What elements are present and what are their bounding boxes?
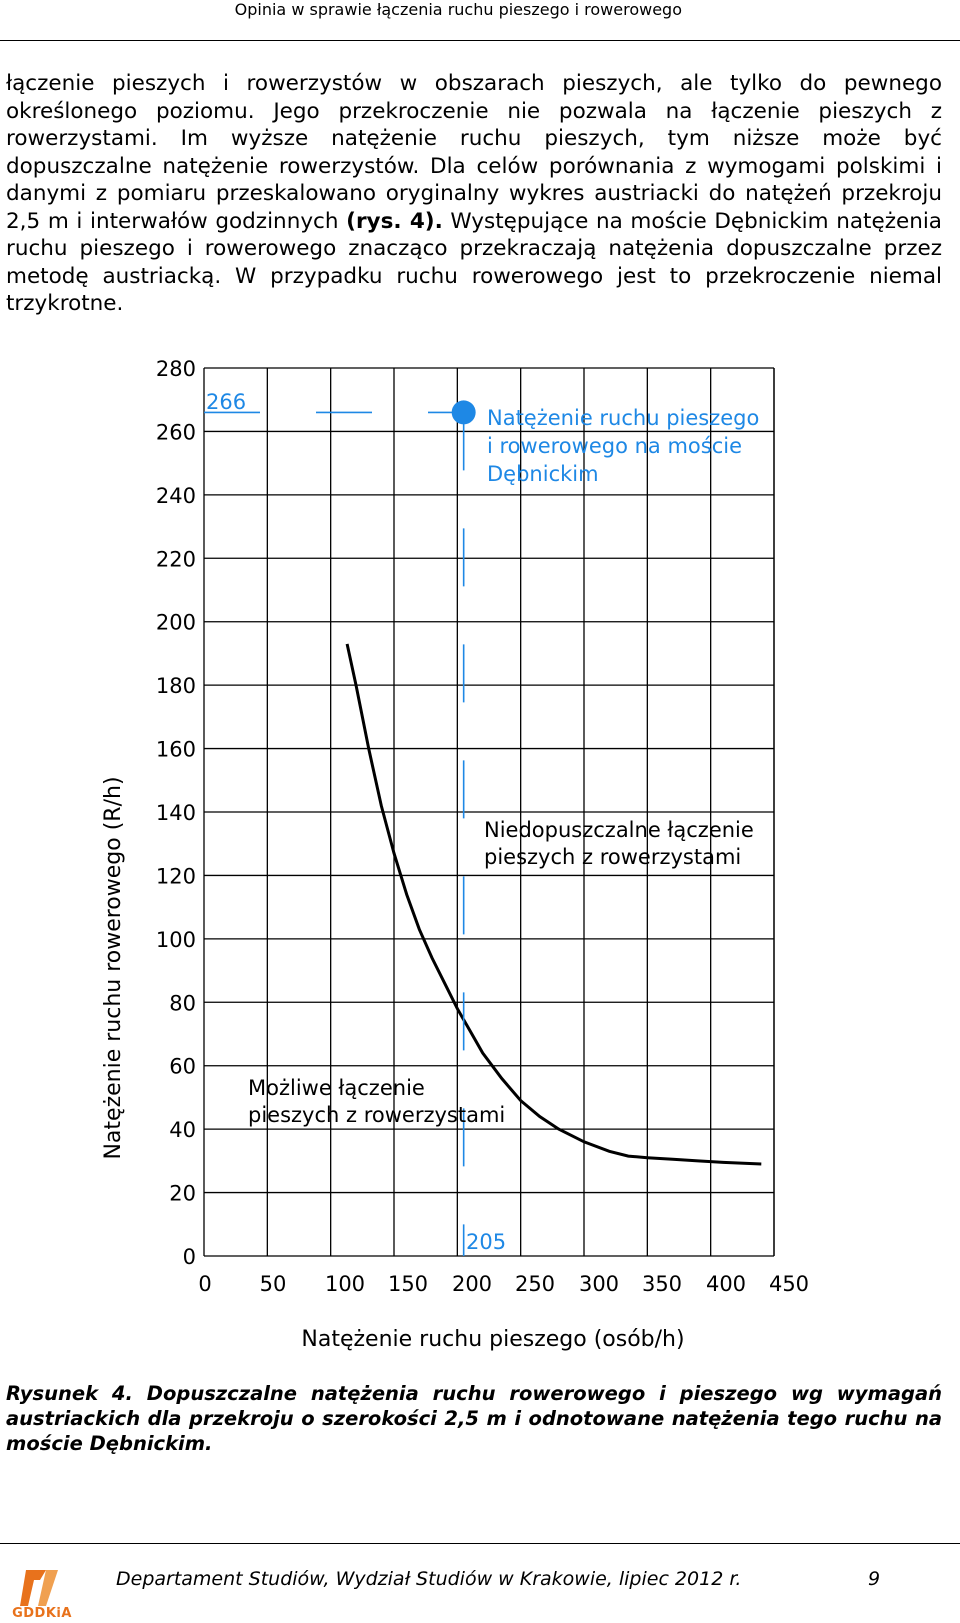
y-tick-label: 0 <box>183 1245 196 1269</box>
y-tick-label: 60 <box>169 1055 196 1079</box>
x-tick-label: 100 <box>325 1272 365 1296</box>
y-tick-label: 160 <box>156 738 196 762</box>
body-part-1: łączenie pieszych i rowerzystów w obszar… <box>6 71 942 234</box>
curve-layer <box>345 643 762 1166</box>
footer-divider <box>0 1543 960 1544</box>
body-paragraph: łączenie pieszych i rowerzystów w obszar… <box>6 70 942 318</box>
y-tick-label: 260 <box>156 420 196 444</box>
x-tick-label: 250 <box>515 1272 555 1296</box>
y-tick-labels: 0 20 40 60 80 100 120 140 160 180 200 220 240 260 280 <box>156 357 196 1269</box>
marker-annotation-line: i rowerowego na moście <box>487 434 742 458</box>
marker-x-value-label: 205 <box>466 1230 506 1254</box>
y-tick-label: 120 <box>156 864 196 888</box>
y-tick-label: 240 <box>156 484 196 508</box>
chart-grid <box>203 367 775 1257</box>
body-part-2: Występujące na moście Dębnickim natężeni… <box>6 208 942 317</box>
marker-annotation-line: Dębnickim <box>487 462 599 486</box>
permissible-limit-curve <box>345 643 762 1166</box>
figure-reference: (rys. 4). <box>346 208 443 234</box>
y-tick-label: 100 <box>156 928 196 952</box>
logo-text: GDDKiA <box>12 1606 72 1621</box>
x-tick-label: 200 <box>452 1272 492 1296</box>
y-axis-label: Natężenie ruchu rowerowego (R/h) <box>101 776 126 1159</box>
region-label-not-allowed-line1: Niedopuszczalne łączenie <box>484 818 754 842</box>
page-header: Opinia w sprawie łączenia ruchu pieszego… <box>0 0 960 41</box>
gddkia-logo-icon: GDDKiA <box>4 1566 80 1622</box>
y-tick-label: 140 <box>156 801 196 825</box>
region-label-not-allowed-line2: pieszych z rowerzystami <box>484 845 741 869</box>
x-tick-label: 400 <box>706 1272 746 1296</box>
x-tick-label: 350 <box>642 1272 682 1296</box>
marker-y-value-label: 266 <box>206 390 246 414</box>
y-tick-label: 280 <box>156 357 196 381</box>
marker-layer: 205 266 Natężenie ruchu pieszego i rowerowe… <box>204 390 759 1256</box>
y-tick-label: 220 <box>156 547 196 571</box>
x-tick-label: 450 <box>769 1272 809 1296</box>
x-tick-label: 0 <box>198 1272 211 1296</box>
x-tick-label: 300 <box>579 1272 619 1296</box>
x-tick-label: 50 <box>260 1272 287 1296</box>
header-title: Opinia w sprawie łączenia ruchu pieszego… <box>234 0 682 19</box>
y-tick-label: 180 <box>156 674 196 698</box>
y-tick-label: 80 <box>169 991 196 1015</box>
region-label-allowed-line2: pieszych z rowerzystami <box>248 1103 505 1127</box>
gddkia-logo-mark <box>20 1570 58 1606</box>
y-tick-label: 200 <box>156 611 196 635</box>
chart: 020406080100120140160180200220240260280 … <box>101 357 809 1352</box>
marker-annotation-line: Natężenie ruchu pieszego <box>487 406 759 430</box>
y-tick-label: 40 <box>169 1118 196 1142</box>
bridge-measurement-point <box>451 400 476 425</box>
x-tick-labels: 0 50 100 150 200 250 300 350 400 450 <box>198 1272 809 1296</box>
figure-caption: Rysunek 4. Dopuszczalne natężenia ruchu … <box>6 1382 942 1455</box>
footer-text: Departament Studiów, Wydział Studiów w K… <box>116 1568 742 1590</box>
region-label-allowed-line1: Możliwe łączenie <box>248 1076 425 1100</box>
x-axis-label: Natężenie ruchu pieszego (osób/h) <box>301 1327 684 1352</box>
y-tick-label: 20 <box>169 1182 196 1206</box>
x-tick-label: 150 <box>388 1272 428 1296</box>
page-number: 9 <box>868 1568 881 1590</box>
